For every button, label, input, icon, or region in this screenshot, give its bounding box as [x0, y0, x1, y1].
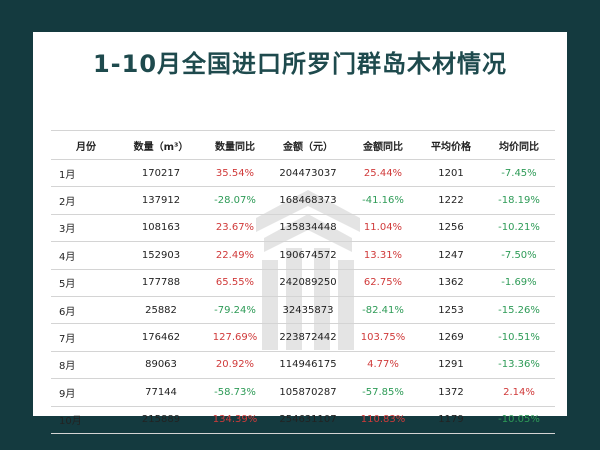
page-title: 1-10月全国进口所罗门群岛木材情况	[92, 50, 508, 78]
cell-avg-price: 1291	[419, 350, 483, 380]
cell-month: 8月	[51, 350, 121, 380]
cell-avg-price-yoy: -10.05%	[483, 405, 555, 434]
cell-avg-price: 1179	[419, 405, 483, 434]
header-quantity: 数量（m³）	[121, 130, 201, 160]
cell-quantity-yoy: 20.92%	[201, 350, 269, 380]
cell-amount: 242089250	[269, 268, 347, 297]
cell-quantity-yoy: 23.67%	[201, 213, 269, 243]
cell-quantity: 177788	[121, 268, 201, 297]
cell-month: 7月	[51, 323, 121, 352]
header-amount: 金额（元）	[269, 130, 347, 160]
cell-quantity-yoy: 22.49%	[201, 241, 269, 270]
cell-quantity: 77144	[121, 378, 201, 407]
cell-avg-price: 1247	[419, 241, 483, 270]
cell-quantity-yoy: 35.54%	[201, 158, 269, 188]
header-avg-price: 平均价格	[419, 130, 483, 160]
cell-avg-price-yoy: -13.36%	[483, 350, 555, 380]
cell-amount-yoy: 25.44%	[347, 158, 419, 188]
cell-quantity: 25882	[121, 295, 201, 325]
table-row: 1月 170217 35.54% 204473037 25.44% 1201 -7.45%	[51, 158, 555, 188]
cell-amount-yoy: 62.75%	[347, 268, 419, 297]
cell-month: 2月	[51, 186, 121, 215]
cell-amount-yoy: -82.41%	[347, 295, 419, 325]
table-row: 3月 108163 23.67% 135834448 11.04% 1256 -10.21%	[51, 213, 555, 243]
import-data-table: 月份 数量（m³） 数量同比 金额（元） 金额同比 平均价格 均价同比 1月 17…	[51, 130, 555, 434]
cell-amount: 168468373	[269, 186, 347, 215]
cell-amount: 105870287	[269, 378, 347, 407]
cell-avg-price-yoy: -18.19%	[483, 186, 555, 215]
cell-quantity: 215889	[121, 405, 201, 434]
cell-month: 1月	[51, 158, 121, 188]
cell-avg-price-yoy: -7.45%	[483, 158, 555, 188]
cell-avg-price: 1269	[419, 323, 483, 352]
cell-amount: 114946175	[269, 350, 347, 380]
report-card: 1-10月全国进口所罗门群岛木材情况 月份 数量（m³） 数量同比 金额（元） …	[33, 32, 567, 434]
cell-month: 10月	[51, 405, 121, 434]
cell-quantity: 89063	[121, 350, 201, 380]
cell-avg-price-yoy: -7.50%	[483, 241, 555, 270]
cell-quantity: 152903	[121, 241, 201, 270]
cell-month: 5月	[51, 268, 121, 297]
cell-avg-price-yoy: -10.21%	[483, 213, 555, 243]
cell-quantity-yoy: 65.55%	[201, 268, 269, 297]
cell-amount-yoy: 13.31%	[347, 241, 419, 270]
cell-avg-price-yoy: 2.14%	[483, 378, 555, 407]
cell-quantity-yoy: 127.69%	[201, 323, 269, 352]
cell-quantity-yoy: -79.24%	[201, 295, 269, 325]
cell-avg-price: 1362	[419, 268, 483, 297]
table-row: 5月 177788 65.55% 242089250 62.75% 1362 -1.69%	[51, 268, 555, 297]
table-row: 4月 152903 22.49% 190674572 13.31% 1247 -7.50%	[51, 241, 555, 270]
cell-amount-yoy: 103.75%	[347, 323, 419, 352]
cell-amount: 223872442	[269, 323, 347, 352]
table-row: 9月 77144 -58.73% 105870287 -57.85% 1372 2.14%	[51, 378, 555, 407]
table-header-row: 月份 数量（m³） 数量同比 金额（元） 金额同比 平均价格 均价同比	[51, 130, 555, 160]
cell-amount: 190674572	[269, 241, 347, 270]
table-row: 2月 137912 -28.07% 168468373 -41.16% 1222 -18.1…	[51, 186, 555, 215]
cell-avg-price-yoy: -1.69%	[483, 268, 555, 297]
cell-amount-yoy: -41.16%	[347, 186, 419, 215]
header-quantity-yoy: 数量同比	[201, 130, 269, 160]
cell-amount: 32435873	[269, 295, 347, 325]
cell-quantity: 108163	[121, 213, 201, 243]
header-avg-price-yoy: 均价同比	[483, 130, 555, 160]
cell-amount-yoy: -57.85%	[347, 378, 419, 407]
cell-month: 9月	[51, 378, 121, 407]
cell-avg-price: 1222	[419, 186, 483, 215]
header-amount-yoy: 金额同比	[347, 130, 419, 160]
cell-quantity: 176462	[121, 323, 201, 352]
cell-amount: 135834448	[269, 213, 347, 243]
header-month: 月份	[51, 130, 121, 160]
cell-avg-price-yoy: -10.51%	[483, 323, 555, 352]
cell-month: 4月	[51, 241, 121, 270]
cell-avg-price: 1256	[419, 213, 483, 243]
cell-amount-yoy: 110.83%	[347, 405, 419, 434]
table-row: 8月 89063 20.92% 114946175 4.77% 1291 -13.36%	[51, 350, 555, 380]
table-row: 7月 176462 127.69% 223872442 103.75% 1269 -10.5…	[51, 323, 555, 352]
cell-quantity: 170217	[121, 158, 201, 188]
table-row: 10月 215889 134.39% 254631107 110.83% 1179 -10.…	[51, 405, 555, 434]
cell-quantity: 137912	[121, 186, 201, 215]
cell-quantity-yoy: 134.39%	[201, 405, 269, 434]
cell-avg-price: 1372	[419, 378, 483, 407]
cell-avg-price-yoy: -15.26%	[483, 295, 555, 325]
cell-month: 3月	[51, 213, 121, 243]
cell-amount-yoy: 11.04%	[347, 213, 419, 243]
cell-amount: 254631107	[269, 405, 347, 434]
cell-amount: 204473037	[269, 158, 347, 188]
cell-avg-price: 1201	[419, 158, 483, 188]
table-row: 6月 25882 -79.24% 32435873 -82.41% 1253 -15.26%	[51, 295, 555, 325]
cell-quantity-yoy: -28.07%	[201, 186, 269, 215]
cell-amount-yoy: 4.77%	[347, 350, 419, 380]
cell-quantity-yoy: -58.73%	[201, 378, 269, 407]
cell-month: 6月	[51, 295, 121, 325]
cell-avg-price: 1253	[419, 295, 483, 325]
